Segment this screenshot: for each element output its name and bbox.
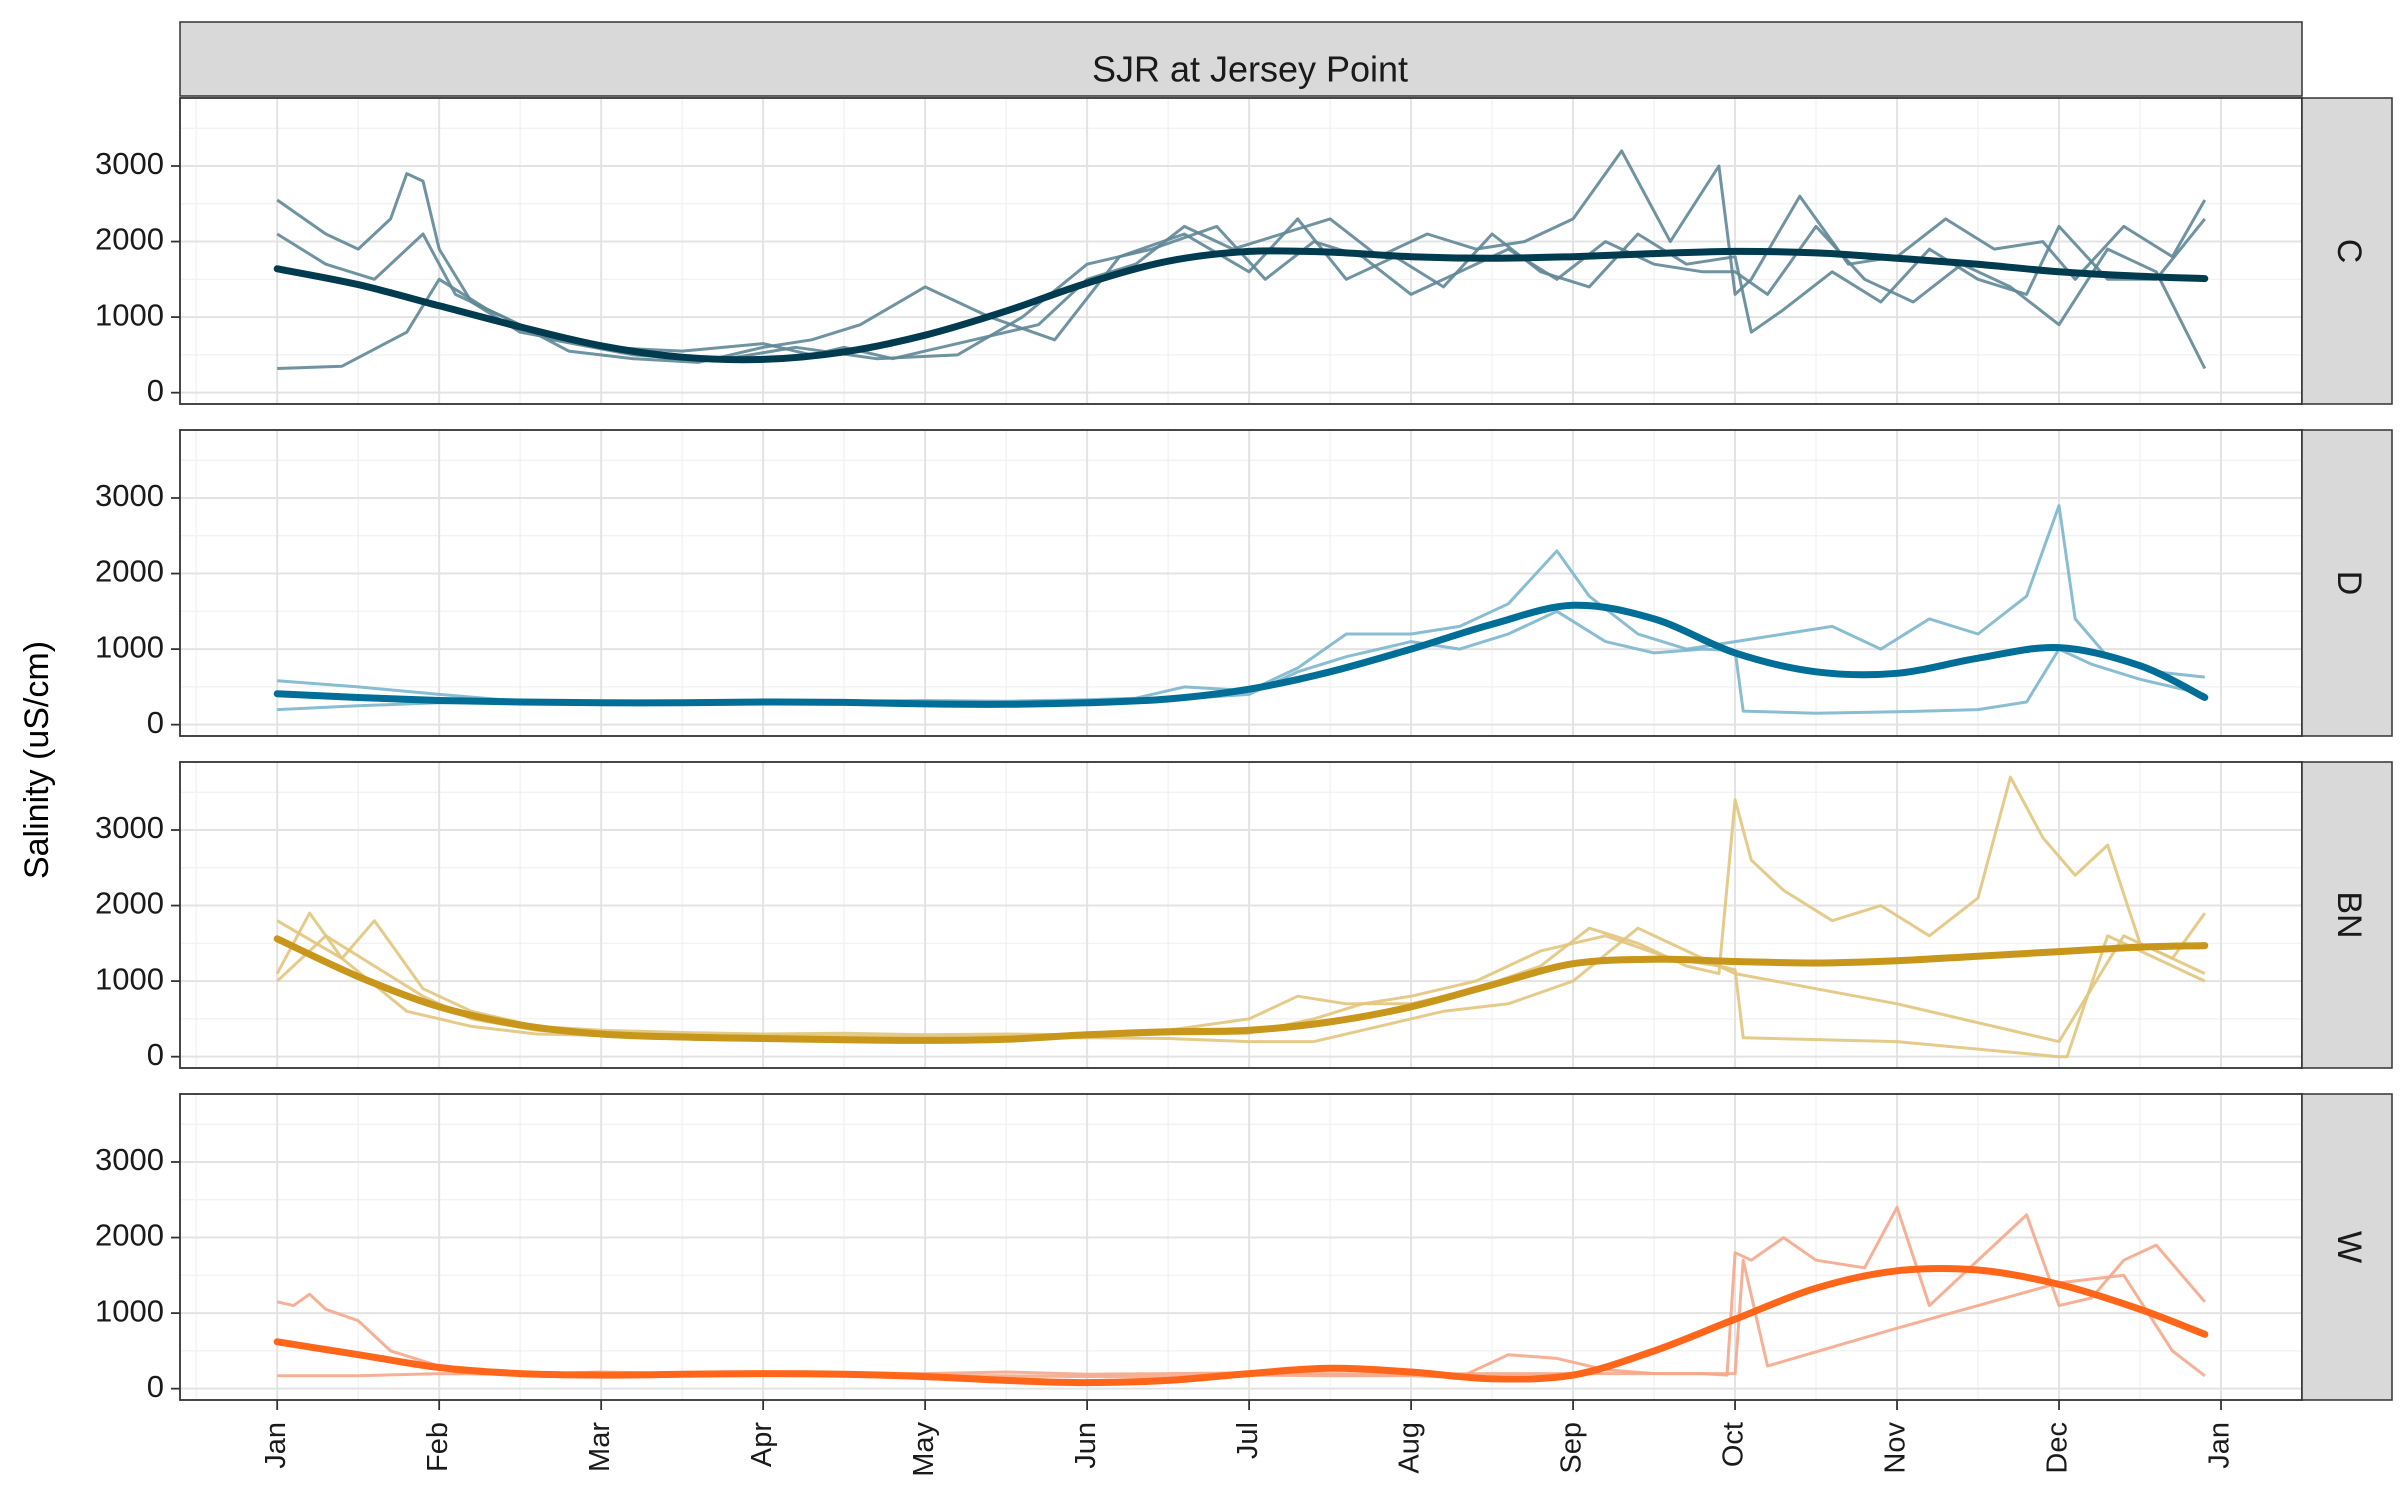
y-tick-label: 0 <box>147 1369 164 1404</box>
title-strip <box>179 21 2303 97</box>
x-tick-label: Mar <box>584 1422 616 1472</box>
raw-series-line-C-2 <box>276 217 2206 364</box>
y-tick-label: 2000 <box>95 554 164 589</box>
facet-strips: C D BN W <box>179 21 2393 1401</box>
x-tick-label: Apr <box>746 1422 778 1467</box>
facet-label-C: C <box>2330 239 2368 264</box>
y-tick-label: 0 <box>147 1037 164 1072</box>
y-tick-label: 3000 <box>95 478 164 513</box>
smooth-trend-line-C <box>273 247 2209 364</box>
x-tick-label: Oct <box>1718 1422 1750 1467</box>
x-tick-label: Nov <box>1880 1422 1912 1474</box>
facet-strip <box>2301 429 2393 737</box>
y-tick-label: 2000 <box>95 1218 164 1253</box>
raw-series-line-BN-3 <box>276 919 2206 1044</box>
x-tick-label: Jun <box>1070 1422 1102 1469</box>
x-tick-label: Feb <box>422 1422 454 1472</box>
y-tick-label: 2000 <box>95 222 164 257</box>
y-tick-label: 1000 <box>95 297 164 332</box>
y-tick-label: 3000 <box>95 1142 164 1177</box>
facet-strip <box>2301 1093 2393 1401</box>
gridlines <box>180 98 2303 1400</box>
panel-backgrounds <box>180 98 2302 1400</box>
facet-strip <box>2301 97 2393 405</box>
x-tick-label: Jan <box>260 1422 292 1469</box>
x-tick-label: Dec <box>2042 1422 2074 1474</box>
y-tick-label: 1000 <box>95 629 164 664</box>
x-tick-label: May <box>908 1422 940 1477</box>
y-tick-label: 3000 <box>95 146 164 181</box>
smooth-trend-line-BN <box>273 935 2209 1044</box>
facet-label-BN: BN <box>2330 891 2368 938</box>
x-tick-label: Sep <box>1556 1422 1588 1474</box>
facet-strip <box>2301 761 2393 1069</box>
y-tick-label: 1000 <box>95 1293 164 1328</box>
y-tick-label: 0 <box>147 373 164 408</box>
smooth-trend-lines <box>273 247 2209 1387</box>
facet-label-D: D <box>2330 571 2368 596</box>
panel-background <box>180 1094 2302 1400</box>
smooth-trend-line-W <box>273 1264 2209 1387</box>
facet-label-W: W <box>2330 1231 2368 1263</box>
panel-frames <box>179 97 2303 1401</box>
axes: 0 1000 2000 3000 0 1000 2000 3000 0 1000 2000 3000 0… <box>95 146 2236 1477</box>
x-tick-label: Aug <box>1394 1422 1426 1474</box>
chart-title: SJR at Jersey Point <box>1092 49 1408 90</box>
y-tick-label: 0 <box>147 705 164 740</box>
y-tick-label: 3000 <box>95 810 164 845</box>
y-tick-label: 2000 <box>95 886 164 921</box>
smooth-trend-line-D <box>273 601 2209 708</box>
panel-background <box>180 430 2302 736</box>
y-axis-label: Salinity (uS/cm) <box>18 641 56 879</box>
x-tick-label: Jul <box>1232 1422 1264 1459</box>
x-tick-label: Jan <box>2204 1422 2236 1469</box>
y-tick-label: 1000 <box>95 961 164 996</box>
